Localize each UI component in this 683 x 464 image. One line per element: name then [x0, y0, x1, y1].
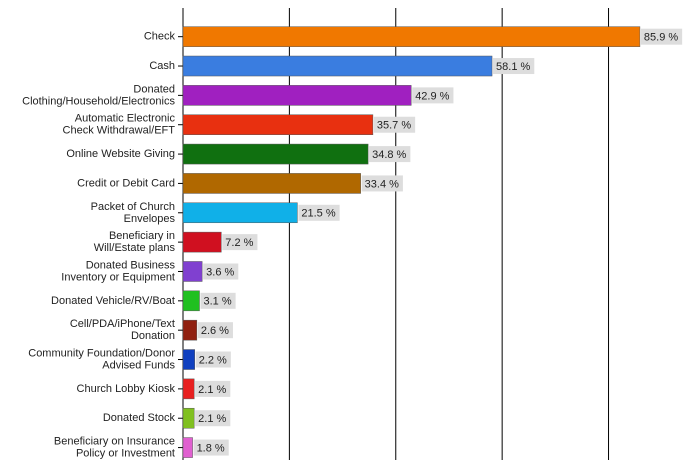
- label-line: Donated Stock: [103, 412, 176, 424]
- value-label: 2.1 %: [198, 413, 226, 425]
- y-tick-label: Donated Stock: [103, 412, 176, 424]
- label-line: Cell/PDA/iPhone/Text: [70, 318, 175, 330]
- label-line: Beneficiary in: [109, 230, 175, 242]
- value-label: 3.1 %: [203, 296, 231, 308]
- y-tick-label: Check: [144, 31, 176, 43]
- value-label: 7.2 %: [225, 237, 253, 249]
- y-tick-label: Church Lobby Kiosk: [77, 383, 176, 395]
- value-label: 2.1 %: [198, 384, 226, 396]
- bar: [182, 290, 200, 312]
- value-label-bg: [369, 146, 411, 163]
- bar: [182, 378, 195, 400]
- value-label: 21.5 %: [301, 208, 335, 220]
- value-label-bg: [412, 87, 454, 104]
- value-label-bg: [361, 175, 403, 192]
- value-label-bg: [203, 263, 239, 280]
- label-line: Credit or Debit Card: [77, 177, 175, 189]
- label-line: Envelopes: [124, 213, 176, 225]
- label-line: Donated Business: [86, 259, 176, 271]
- y-tick-label: Community Foundation/Donor Advised Funds: [28, 347, 175, 371]
- value-label-bg: [200, 292, 236, 309]
- label-line: Church Lobby Kiosk: [77, 383, 176, 395]
- bar: [182, 319, 198, 341]
- value-label-bg: [197, 322, 233, 339]
- value-label: 33.4 %: [365, 178, 399, 190]
- value-label: 85.9 %: [644, 32, 678, 44]
- value-label: 2.2 %: [199, 354, 227, 366]
- label-line: Check: [144, 31, 176, 43]
- value-label-bg: [195, 351, 231, 368]
- value-label: 42.9 %: [415, 90, 449, 102]
- bar: [182, 143, 369, 165]
- bar: [182, 349, 195, 370]
- label-line: Donated Vehicle/RV/Boat: [51, 295, 175, 307]
- label-line: Clothing/Household/Electronics: [22, 95, 175, 107]
- bar: [182, 114, 374, 135]
- bar: [182, 55, 493, 77]
- value-label-bg: [640, 28, 683, 45]
- value-label-bg: [195, 410, 231, 427]
- value-label: 1.8 %: [197, 442, 225, 454]
- bar: [182, 85, 412, 106]
- bar: [182, 231, 222, 253]
- value-label: 3.6 %: [206, 266, 234, 278]
- bar: [182, 261, 203, 282]
- label-line: Packet of Church: [91, 201, 175, 213]
- label-line: Community Foundation/Donor: [28, 347, 175, 359]
- value-label-bg: [193, 439, 229, 456]
- label-line: Online Website Giving: [66, 148, 175, 160]
- value-label: 58.1 %: [496, 61, 530, 73]
- label-line: Inventory or Equipment: [61, 271, 175, 283]
- bar: [182, 407, 195, 429]
- y-tick-label: Cell/PDA/iPhone/Text Donation: [70, 318, 175, 342]
- value-label: 2.6 %: [201, 325, 229, 337]
- y-tick-label: Beneficiary on Insurance Policy or Invest…: [54, 435, 175, 459]
- y-tick-label: Donated Business Inventory or Equipment: [61, 259, 175, 283]
- y-tick-label: Donated Vehicle/RV/Boat: [51, 295, 175, 307]
- bar: [182, 26, 641, 47]
- label-line: Policy or Investment: [76, 447, 175, 459]
- y-tick-label: Credit or Debit Card: [77, 177, 175, 189]
- value-label-bg: [195, 380, 231, 397]
- y-tick-label: Packet of Church Envelopes: [91, 201, 176, 225]
- label-line: Cash: [149, 60, 175, 72]
- label-line: Donation: [131, 330, 175, 342]
- bar: [182, 173, 361, 194]
- label-line: Donated: [133, 83, 175, 95]
- label-line: Will/Estate plans: [94, 242, 176, 254]
- value-label-bg: [298, 204, 340, 221]
- label-line: Automatic Electronic: [75, 113, 176, 125]
- label-line: Beneficiary on Insurance: [54, 435, 175, 447]
- value-label-bg: [373, 116, 416, 133]
- bar: [182, 437, 193, 458]
- label-line: Advised Funds: [102, 359, 175, 371]
- y-tick-label: Automatic Electronic Check Withdrawal/EFT: [63, 113, 176, 137]
- value-label-bg: [493, 58, 535, 75]
- value-label: 35.7 %: [377, 120, 411, 132]
- y-tick-label: Donated Clothing/Household/Electronics: [22, 83, 175, 107]
- y-tick-label: Online Website Giving: [66, 148, 175, 160]
- bar: [182, 202, 298, 224]
- value-label-bg: [222, 234, 258, 251]
- y-tick-label: Cash: [149, 60, 175, 72]
- y-tick-label: Beneficiary in Will/Estate plans: [94, 230, 176, 254]
- label-line: Check Withdrawal/EFT: [63, 125, 176, 137]
- value-label: 34.8 %: [372, 149, 406, 161]
